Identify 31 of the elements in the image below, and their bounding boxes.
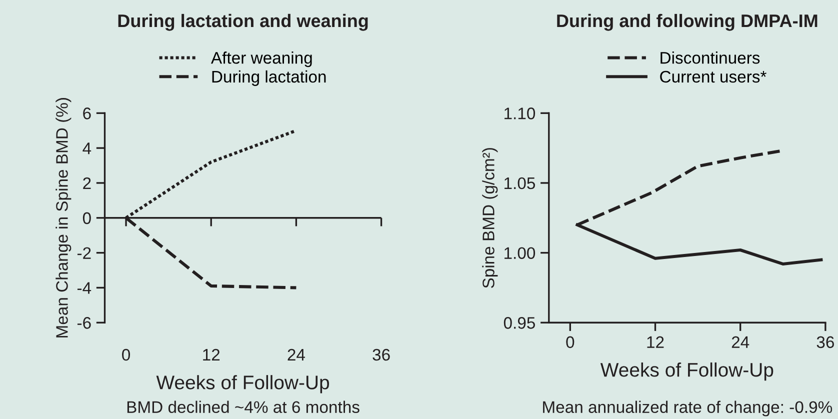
x-tick-label: 12 bbox=[203, 348, 220, 361]
y-tick-label: -4 bbox=[77, 282, 92, 294]
x-axis-title: Weeks of Follow-Up bbox=[600, 362, 774, 381]
x-tick-label: 24 bbox=[288, 348, 305, 361]
legend-label: Current users* bbox=[660, 70, 766, 83]
x-tick-label: 24 bbox=[732, 336, 750, 348]
chart-title: During and following DMPA-IM bbox=[557, 14, 818, 31]
y-tick-label: 2 bbox=[83, 177, 91, 189]
y-tick-label: 1.05 bbox=[504, 177, 535, 190]
x-tick-label: 36 bbox=[372, 348, 390, 361]
y-axis-title: Mean Change in Spine BMD (%) bbox=[56, 98, 72, 338]
legend-label: During lactation bbox=[212, 70, 326, 86]
x-tick-label: 0 bbox=[566, 336, 574, 348]
y-tick-label: 6 bbox=[83, 108, 91, 120]
y-tick-label: 1.10 bbox=[504, 108, 536, 120]
x-tick-label: 0 bbox=[122, 348, 130, 361]
x-tick-label: 36 bbox=[816, 336, 834, 348]
legend-label: After weaning bbox=[210, 52, 312, 68]
legend-label: Discontinuers bbox=[660, 52, 760, 64]
y-tick-label: -6 bbox=[77, 317, 91, 329]
x-axis-title: Weeks of Follow-Up bbox=[156, 375, 330, 394]
x-tick-label: 12 bbox=[647, 336, 664, 348]
text: Mean annualized rate of change: -0.9% bbox=[543, 400, 832, 416]
y-tick-label: 1.00 bbox=[504, 247, 536, 259]
y-tick-label: 0.95 bbox=[504, 317, 535, 329]
y-tick-label: 0 bbox=[82, 212, 91, 224]
y-tick-label: -2 bbox=[77, 247, 91, 259]
text: BMD declined ~4% at 6 months bbox=[127, 400, 360, 413]
chart-title: During lactation and weaning bbox=[118, 14, 368, 31]
y-axis-title: Spine BMD (g/cm²) bbox=[482, 148, 498, 288]
y-tick-label: 4 bbox=[82, 142, 92, 154]
